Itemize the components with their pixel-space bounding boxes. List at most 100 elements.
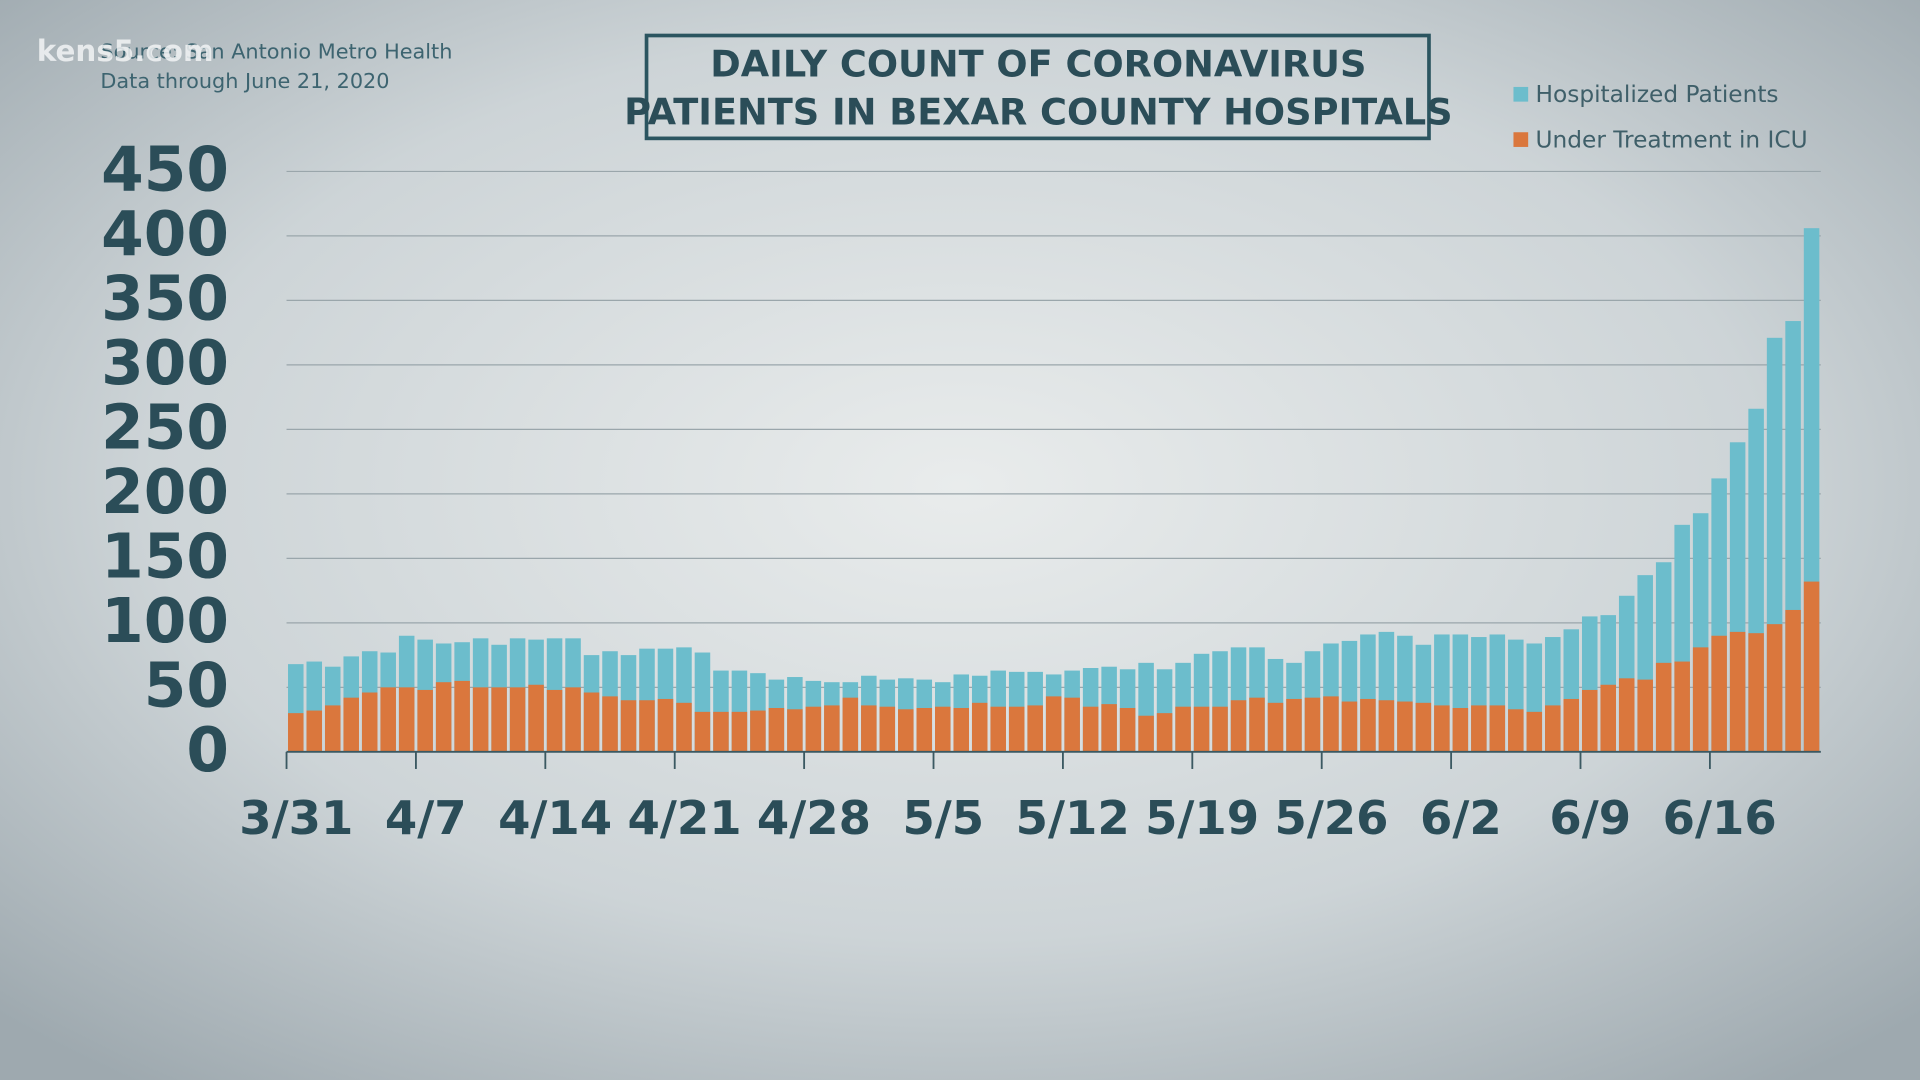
- bar: [934, 706, 951, 752]
- bar: [1692, 647, 1709, 752]
- bar: [1526, 711, 1543, 752]
- bar: [602, 696, 618, 752]
- bar: [842, 697, 859, 752]
- bar: [1674, 661, 1690, 752]
- bar: [1267, 702, 1284, 752]
- bar: [1711, 635, 1727, 752]
- bar: [787, 709, 803, 752]
- bar: [1803, 581, 1820, 752]
- bar: [1397, 701, 1413, 752]
- bar: [343, 697, 359, 752]
- bar: [1064, 697, 1080, 752]
- y-tick-label: 300: [101, 328, 229, 399]
- bar: [583, 692, 600, 752]
- y-tick-label: 100: [101, 586, 229, 657]
- bar: [1304, 697, 1321, 752]
- y-tick-label: 50: [144, 650, 229, 721]
- x-tick-label: 4/7: [385, 791, 467, 845]
- bar: [1655, 662, 1672, 752]
- bar: [324, 705, 341, 752]
- bar: [1785, 609, 1801, 752]
- y-tick-label: 200: [101, 457, 229, 528]
- x-tick-label: 6/9: [1549, 791, 1631, 845]
- bar: [1618, 678, 1635, 752]
- bar: [1230, 700, 1247, 752]
- bar: [1360, 698, 1376, 752]
- bar: [306, 710, 323, 752]
- bar: [1508, 709, 1524, 752]
- source-note: Source: San Antonio Metro Health: [100, 40, 452, 64]
- y-tick-label: 250: [101, 392, 229, 463]
- bar: [1249, 697, 1265, 752]
- legend-swatch: [1513, 132, 1529, 147]
- legend-swatch: [1513, 86, 1529, 102]
- bar: [1637, 679, 1653, 752]
- bar: [1452, 707, 1469, 752]
- bar: [1489, 705, 1506, 752]
- bar: [380, 687, 396, 752]
- x-tick-label: 3/31: [239, 791, 353, 845]
- chart-title: PATIENTS IN BEXAR COUNTY HOSPITALS: [624, 90, 1452, 133]
- y-tick-label: 350: [101, 263, 229, 334]
- bar: [879, 706, 896, 752]
- bar: [398, 687, 415, 752]
- bar: [824, 705, 840, 752]
- bar: [565, 687, 581, 752]
- bar: [417, 689, 433, 752]
- bar: [750, 710, 766, 752]
- bar: [971, 702, 988, 752]
- x-tick-label: 4/21: [627, 791, 741, 845]
- x-tick-label: 5/26: [1274, 791, 1388, 845]
- x-tick-label: 6/16: [1663, 791, 1777, 845]
- bar: [528, 684, 544, 752]
- bar: [472, 687, 489, 752]
- bar: [454, 680, 470, 752]
- bar: [657, 698, 674, 752]
- bar: [694, 711, 711, 752]
- bar: [1563, 698, 1580, 752]
- bar: [1748, 633, 1764, 752]
- x-tick-label: 5/19: [1145, 791, 1259, 845]
- bar: [1175, 706, 1191, 752]
- legend-label: Under Treatment in ICU: [1536, 126, 1808, 153]
- watermark: kens5.com: [37, 34, 214, 68]
- bar: [1193, 706, 1210, 752]
- bar: [288, 713, 304, 752]
- bar: [1415, 702, 1432, 752]
- bar: [1323, 696, 1339, 752]
- y-tick-label: 400: [101, 199, 229, 270]
- x-tick-label: 6/2: [1420, 791, 1502, 845]
- bar: [1341, 701, 1358, 752]
- x-tick-label: 5/12: [1016, 791, 1130, 845]
- bar: [1729, 631, 1746, 752]
- bar: [435, 682, 452, 752]
- y-tick-label: 450: [101, 134, 229, 205]
- title-box: [644, 33, 1431, 141]
- bar: [1286, 698, 1302, 752]
- bar: [639, 700, 655, 752]
- bar: [805, 706, 822, 752]
- bar: [1101, 704, 1117, 752]
- bar: [1156, 713, 1173, 752]
- bar: [861, 705, 877, 752]
- bar: [898, 709, 914, 752]
- bar: [1600, 684, 1616, 752]
- bar: [1434, 705, 1450, 752]
- legend-label: Hospitalized Patients: [1536, 81, 1779, 108]
- y-tick-label: 0: [186, 715, 229, 786]
- bar: [1008, 706, 1025, 752]
- bar: [1027, 705, 1043, 752]
- y-tick-label: 150: [101, 521, 229, 592]
- bar: [1045, 696, 1062, 752]
- source-note: Data through June 21, 2020: [100, 69, 389, 93]
- bar: [1378, 700, 1395, 752]
- chart-title: DAILY COUNT OF CORONAVIRUS: [710, 43, 1366, 86]
- bar: [713, 711, 729, 752]
- bar: [731, 711, 748, 752]
- bar: [546, 689, 563, 752]
- bar: [768, 707, 785, 752]
- bar: [1212, 706, 1228, 752]
- bar: [509, 687, 526, 752]
